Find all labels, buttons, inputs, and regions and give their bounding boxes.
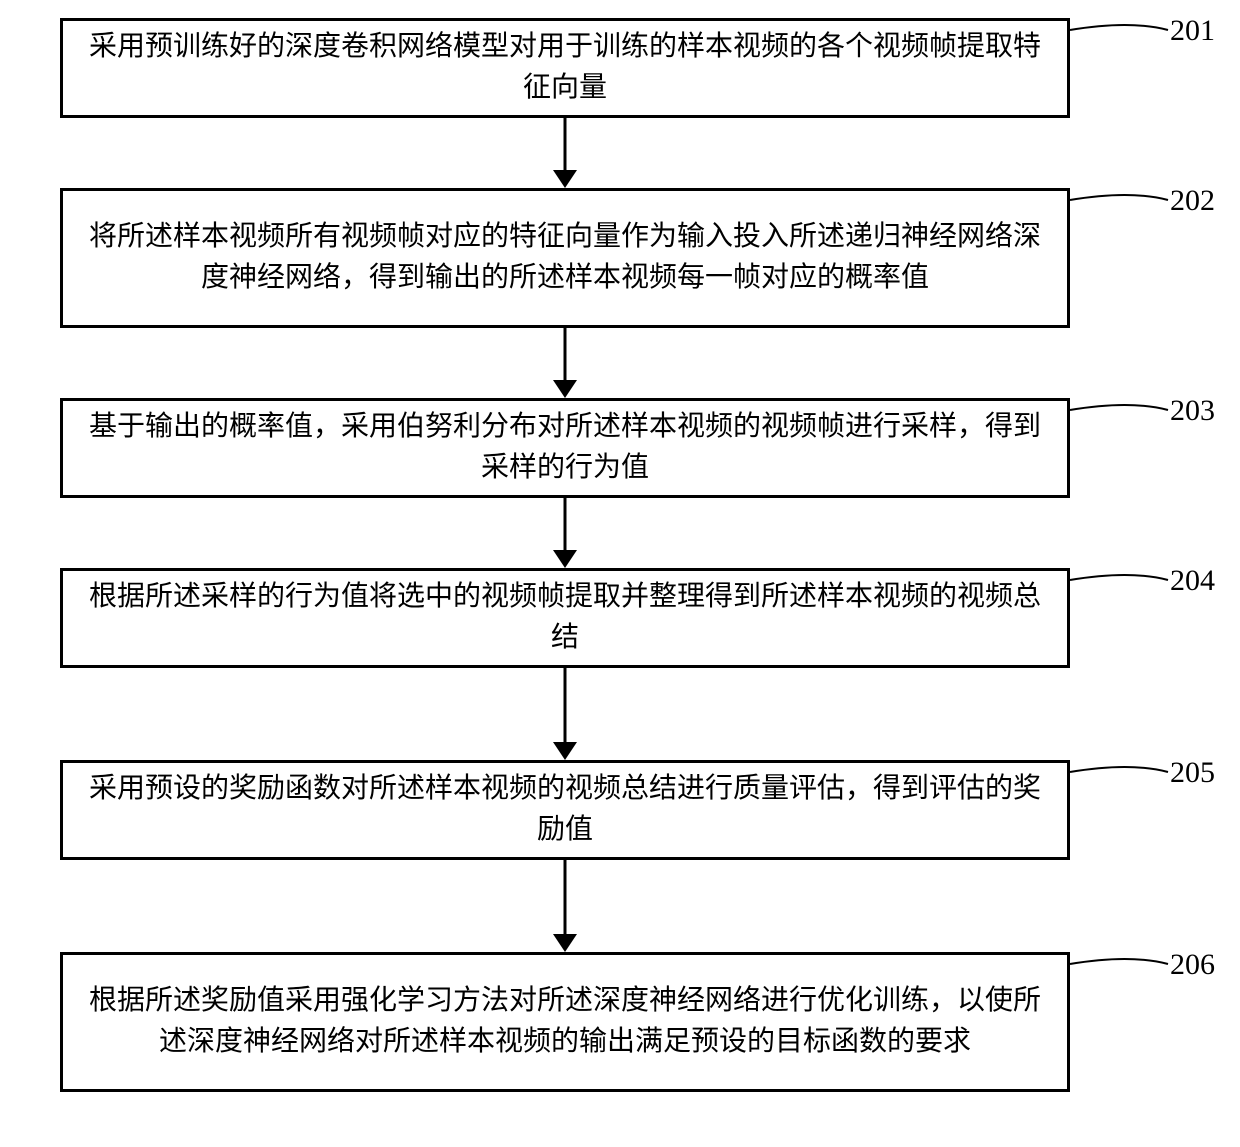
flowchart-step-text: 采用预设的奖励函数对所述样本视频的视频总结进行质量评估，得到评估的奖励值 <box>83 769 1047 850</box>
flowchart-step-text: 基于输出的概率值，采用伯努利分布对所述样本视频的视频帧进行采样，得到采样的行为值 <box>83 407 1047 488</box>
flowchart-step-5: 采用预设的奖励函数对所述样本视频的视频总结进行质量评估，得到评估的奖励值 <box>60 760 1070 860</box>
label-connector <box>1065 15 1173 35</box>
label-connector <box>1065 757 1173 777</box>
flowchart-step-number: 203 <box>1170 394 1215 428</box>
flowchart-step-1: 采用预训练好的深度卷积网络模型对用于训练的样本视频的各个视频帧提取特征向量 <box>60 18 1070 118</box>
flowchart-step-6: 根据所述奖励值采用强化学习方法对所述深度神经网络进行优化训练，以使所述深度神经网… <box>60 952 1070 1092</box>
label-connector <box>1065 395 1173 415</box>
flowchart-step-number: 205 <box>1170 756 1215 790</box>
flowchart-step-text: 将所述样本视频所有视频帧对应的特征向量作为输入投入所述递归神经网络深度神经网络，… <box>83 217 1047 298</box>
flowchart-step-4: 根据所述采样的行为值将选中的视频帧提取并整理得到所述样本视频的视频总结 <box>60 568 1070 668</box>
flowchart-step-text: 根据所述采样的行为值将选中的视频帧提取并整理得到所述样本视频的视频总结 <box>83 577 1047 658</box>
label-connector <box>1065 565 1173 585</box>
flowchart-step-number: 201 <box>1170 14 1215 48</box>
flowchart-step-number: 206 <box>1170 948 1215 982</box>
flowchart-step-number: 204 <box>1170 564 1215 598</box>
flowchart-step-text: 根据所述奖励值采用强化学习方法对所述深度神经网络进行优化训练，以使所述深度神经网… <box>83 981 1047 1062</box>
flowchart-step-2: 将所述样本视频所有视频帧对应的特征向量作为输入投入所述递归神经网络深度神经网络，… <box>60 188 1070 328</box>
flowchart-step-text: 采用预训练好的深度卷积网络模型对用于训练的样本视频的各个视频帧提取特征向量 <box>83 27 1047 108</box>
label-connector <box>1065 185 1173 205</box>
label-connector <box>1065 949 1173 969</box>
flowchart-step-number: 202 <box>1170 184 1215 218</box>
flowchart-canvas: 采用预训练好的深度卷积网络模型对用于训练的样本视频的各个视频帧提取特征向量将所述… <box>0 0 1240 1147</box>
flowchart-step-3: 基于输出的概率值，采用伯努利分布对所述样本视频的视频帧进行采样，得到采样的行为值 <box>60 398 1070 498</box>
